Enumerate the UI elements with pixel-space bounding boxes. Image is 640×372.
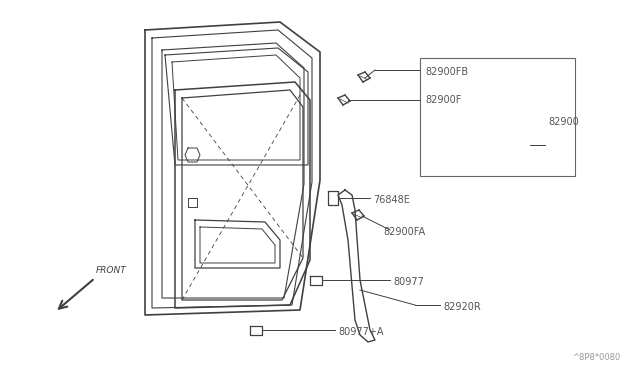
Text: 82920R: 82920R (443, 302, 481, 312)
Text: 80977+A: 80977+A (338, 327, 383, 337)
Text: 82900FB: 82900FB (425, 67, 468, 77)
Text: ^8P8*0080: ^8P8*0080 (572, 353, 620, 362)
Text: 82900: 82900 (548, 117, 579, 127)
Text: 82900F: 82900F (425, 95, 461, 105)
Text: FRONT: FRONT (96, 266, 127, 275)
Text: 82900FA: 82900FA (383, 227, 425, 237)
Bar (420, 58, 575, 176)
Text: 76848E: 76848E (373, 195, 410, 205)
Text: 80977: 80977 (393, 277, 424, 287)
